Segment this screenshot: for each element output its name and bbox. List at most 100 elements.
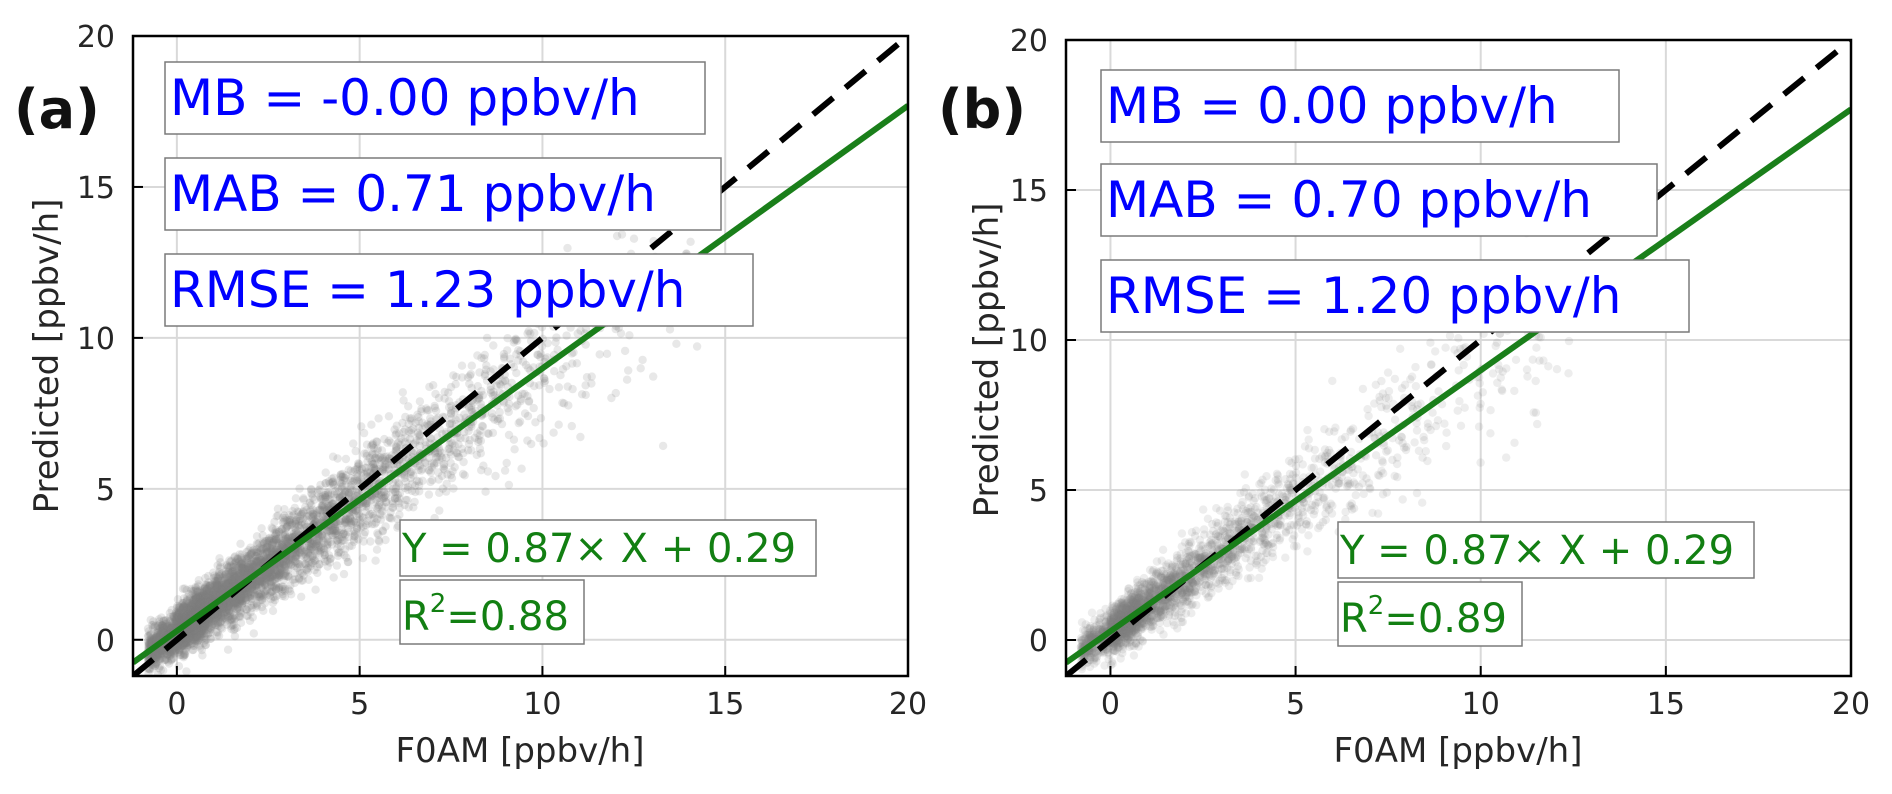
- scatter-point: [384, 484, 393, 493]
- scatter-point: [179, 638, 189, 647]
- scatter-point: [332, 561, 342, 570]
- scatter-point: [163, 650, 172, 659]
- scatter-point: [183, 642, 192, 651]
- scatter-point: [234, 604, 243, 613]
- scatter-point: [229, 566, 238, 575]
- scatter-point: [216, 618, 225, 627]
- scatter-point: [252, 599, 261, 608]
- scatter-point: [197, 626, 207, 635]
- scatter-point: [636, 364, 645, 373]
- scatter-point: [287, 520, 296, 529]
- scatter-point: [190, 641, 199, 651]
- scatter-point: [384, 454, 394, 464]
- scatter-point: [197, 596, 206, 605]
- scatter-point: [266, 573, 275, 582]
- scatter-point: [225, 572, 234, 581]
- scatter-point: [404, 427, 413, 436]
- scatter-point: [219, 576, 228, 586]
- scatter-point: [595, 350, 604, 359]
- scatter-point: [327, 540, 337, 549]
- scatter-point: [500, 352, 509, 361]
- scatter-point: [329, 473, 338, 482]
- scatter-point: [357, 469, 366, 478]
- scatter-point: [415, 487, 424, 496]
- scatter-point: [180, 603, 189, 612]
- scatter-point: [238, 567, 248, 576]
- scatter-point: [238, 567, 247, 576]
- scatter-point: [254, 592, 264, 601]
- scatter-point: [331, 526, 340, 536]
- scatter-point: [423, 420, 432, 429]
- scatter-point: [173, 616, 182, 626]
- scatter-point: [481, 365, 491, 374]
- scatter-point: [381, 460, 390, 469]
- scatter-point: [292, 553, 301, 563]
- scatter-point: [366, 510, 375, 519]
- scatter-point: [274, 583, 283, 593]
- scatter-point: [154, 628, 163, 637]
- scatter-point: [355, 512, 364, 521]
- scatter-point: [263, 541, 272, 550]
- scatter-point: [478, 421, 487, 431]
- scatter-point: [188, 641, 197, 650]
- scatter-point: [378, 453, 387, 462]
- scatter-point: [204, 587, 214, 596]
- scatter-point: [268, 577, 277, 587]
- scatter-point: [191, 591, 201, 600]
- scatter-point: [259, 544, 268, 553]
- scatter-point: [533, 350, 542, 359]
- scatter-point: [185, 626, 194, 635]
- scatter-point: [432, 406, 441, 415]
- scatter-point: [153, 628, 162, 637]
- scatter-point: [150, 634, 159, 643]
- scatter-point: [254, 553, 264, 563]
- scatter-point: [205, 581, 215, 590]
- scatter-point: [201, 586, 210, 596]
- scatter-point: [223, 609, 232, 618]
- scatter-point: [467, 361, 476, 370]
- scatter-point: [491, 471, 500, 481]
- scatter-point: [189, 623, 198, 633]
- scatter-point: [269, 538, 278, 547]
- scatter-point: [638, 355, 647, 365]
- scatter-point: [429, 381, 438, 390]
- scatter-point: [232, 604, 242, 614]
- scatter-point: [197, 588, 206, 597]
- scatter-point: [219, 583, 228, 592]
- scatter-point: [321, 488, 331, 498]
- scatter-point: [219, 602, 228, 612]
- scatter-point: [242, 555, 252, 565]
- scatter-point: [268, 606, 278, 616]
- scatter-point: [473, 395, 482, 405]
- scatter-point: [315, 560, 324, 569]
- scatter-point: [237, 559, 246, 568]
- scatter-point: [167, 622, 176, 631]
- scatter-point: [328, 478, 337, 487]
- scatter-point: [487, 409, 497, 418]
- scatter-point: [281, 557, 291, 566]
- scatter-point: [319, 544, 328, 553]
- scatter-point: [159, 622, 168, 632]
- scatter-point: [329, 480, 338, 489]
- scatter-point: [198, 629, 207, 638]
- scatter-point: [175, 612, 184, 621]
- scatter-point: [624, 366, 633, 375]
- scatter-point: [182, 608, 192, 618]
- scatter-point: [213, 619, 223, 628]
- scatter-point: [368, 450, 377, 459]
- scatter-point: [252, 603, 261, 612]
- scatter-point: [184, 630, 194, 639]
- scatter-point: [377, 510, 386, 520]
- scatter-point: [374, 414, 383, 423]
- scatter-point: [190, 623, 200, 632]
- scatter-point: [672, 339, 681, 348]
- scatter-point: [235, 565, 245, 574]
- scatter-point: [230, 597, 240, 606]
- scatter-point: [183, 609, 193, 618]
- scatter-point: [503, 346, 512, 355]
- scatter-point: [289, 529, 299, 538]
- scatter-point: [336, 470, 346, 479]
- scatter-point: [424, 466, 433, 475]
- scatter-point: [186, 631, 195, 640]
